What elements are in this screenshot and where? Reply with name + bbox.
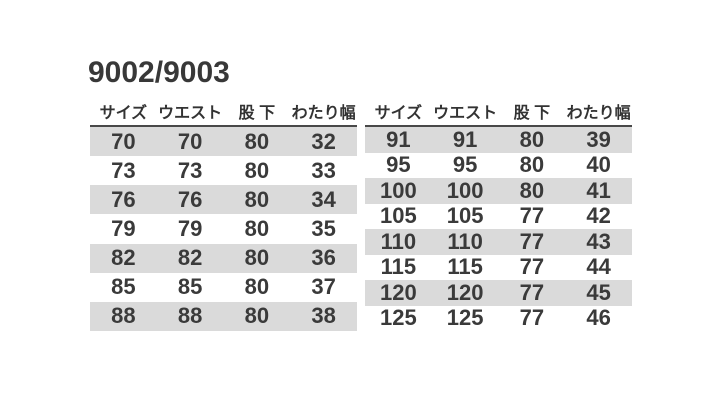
table-row: 91 91 80 39 [365, 126, 632, 153]
size-cell: 77 [519, 203, 545, 229]
size-cell: 88 [177, 303, 203, 329]
size-cell: 41 [586, 177, 611, 203]
size-cell: 38 [311, 303, 336, 329]
size-cell: 33 [311, 157, 336, 183]
product-code-title: 9002/9003 [88, 56, 230, 89]
size-cell: 80 [244, 157, 270, 183]
size-cell: 105 [446, 203, 484, 229]
size-cell: 44 [586, 254, 611, 280]
size-cell: 110 [380, 228, 417, 254]
size-cell: 80 [519, 126, 545, 152]
size-cell: 80 [244, 245, 270, 271]
size-cell: 125 [380, 305, 417, 331]
size-cell: 76 [177, 186, 203, 212]
size-cell: 120 [446, 279, 484, 305]
size-cell: 91 [386, 126, 411, 152]
size-cell: 77 [519, 279, 545, 305]
size-tables-container: サイズ ウエスト 股 下 わたり幅 70 70 80 32 73 73 80 33 76 76 80… [90, 99, 632, 331]
size-cell: 46 [586, 305, 611, 331]
column-header-size: サイズ [365, 99, 432, 127]
size-cell: 80 [519, 152, 545, 178]
size-cell: 32 [311, 128, 336, 154]
column-header-inseam: 股 下 [498, 99, 566, 127]
size-cell: 85 [177, 274, 203, 300]
size-cell: 43 [586, 228, 611, 254]
table-row: 85 85 80 37 [90, 273, 357, 302]
table-row: 76 76 80 34 [90, 185, 357, 215]
column-header-waist: ウエスト [156, 99, 224, 127]
header-row: サイズ ウエスト 股 下 わたり幅 [90, 99, 357, 127]
size-table-left: サイズ ウエスト 股 下 わたり幅 70 70 80 32 73 73 80 33 76 76 80… [90, 99, 357, 331]
table-row: 73 73 80 33 [90, 156, 357, 185]
size-cell: 73 [177, 157, 203, 183]
size-cell: 70 [177, 128, 203, 154]
size-cell: 82 [111, 245, 136, 271]
size-table-right-body: 91 91 80 39 95 95 80 40 100 100 80 41 105 105 77 42 110 1… [365, 126, 632, 331]
size-cell: 80 [244, 216, 270, 242]
size-cell: 88 [111, 303, 136, 329]
table-row: 88 88 80 38 [90, 301, 357, 331]
column-header-size: サイズ [90, 99, 157, 127]
table-row: 70 70 80 32 [90, 126, 357, 157]
size-cell: 120 [380, 279, 417, 305]
size-cell: 36 [311, 245, 336, 271]
size-cell: 45 [586, 279, 611, 305]
size-cell: 100 [446, 177, 484, 203]
size-cell: 115 [380, 254, 417, 280]
table-row: 105 105 77 42 [365, 204, 632, 230]
size-table-right: サイズ ウエスト 股 下 わたり幅 91 91 80 39 95 95 80 40 100 100… [365, 99, 632, 331]
size-cell: 80 [244, 128, 270, 154]
size-cell: 77 [519, 228, 545, 254]
table-row: 82 82 80 36 [90, 243, 357, 273]
size-cell: 35 [311, 216, 336, 242]
size-cell: 70 [111, 128, 136, 154]
size-table-left-head: サイズ ウエスト 股 下 わたり幅 [90, 99, 357, 127]
size-cell: 77 [519, 254, 545, 280]
size-cell: 80 [244, 274, 270, 300]
table-row: 110 110 77 43 [365, 229, 632, 255]
size-cell: 40 [586, 152, 611, 178]
table-row: 95 95 80 40 [365, 153, 632, 179]
size-cell: 79 [177, 216, 203, 242]
size-cell: 80 [519, 177, 545, 203]
size-cell: 34 [311, 186, 336, 212]
size-cell: 77 [519, 305, 545, 331]
size-cell: 76 [111, 186, 136, 212]
column-header-thigh: わたり幅 [290, 99, 357, 127]
column-header-waist: ウエスト [431, 99, 499, 127]
table-row: 115 115 77 44 [365, 255, 632, 281]
size-cell: 39 [586, 126, 611, 152]
size-cell: 80 [244, 186, 270, 212]
size-cell: 82 [177, 245, 203, 271]
size-cell: 42 [586, 203, 611, 229]
size-cell: 95 [386, 152, 411, 178]
size-table-left-body: 70 70 80 32 73 73 80 33 76 76 80 34 79 79 80 35 82 82 80 36… [90, 126, 357, 331]
table-row: 100 100 80 41 [365, 178, 632, 204]
size-cell: 100 [380, 177, 417, 203]
table-row: 120 120 77 45 [365, 280, 632, 306]
column-header-thigh: わたり幅 [565, 99, 632, 127]
size-cell: 79 [111, 216, 136, 242]
size-cell: 37 [311, 274, 336, 300]
size-cell: 80 [244, 303, 270, 329]
size-cell: 110 [447, 228, 483, 254]
table-row: 125 125 77 46 [365, 306, 632, 332]
size-cell: 85 [111, 274, 136, 300]
size-cell: 91 [452, 126, 478, 152]
size-cell: 73 [111, 157, 136, 183]
size-cell: 95 [452, 152, 478, 178]
header-row: サイズ ウエスト 股 下 わたり幅 [365, 99, 632, 127]
size-cell: 125 [446, 305, 484, 331]
size-cell: 105 [380, 203, 417, 229]
column-header-inseam: 股 下 [223, 99, 291, 127]
size-cell: 115 [447, 254, 483, 280]
size-table-right-head: サイズ ウエスト 股 下 わたり幅 [365, 99, 632, 127]
table-row: 79 79 80 35 [90, 214, 357, 243]
